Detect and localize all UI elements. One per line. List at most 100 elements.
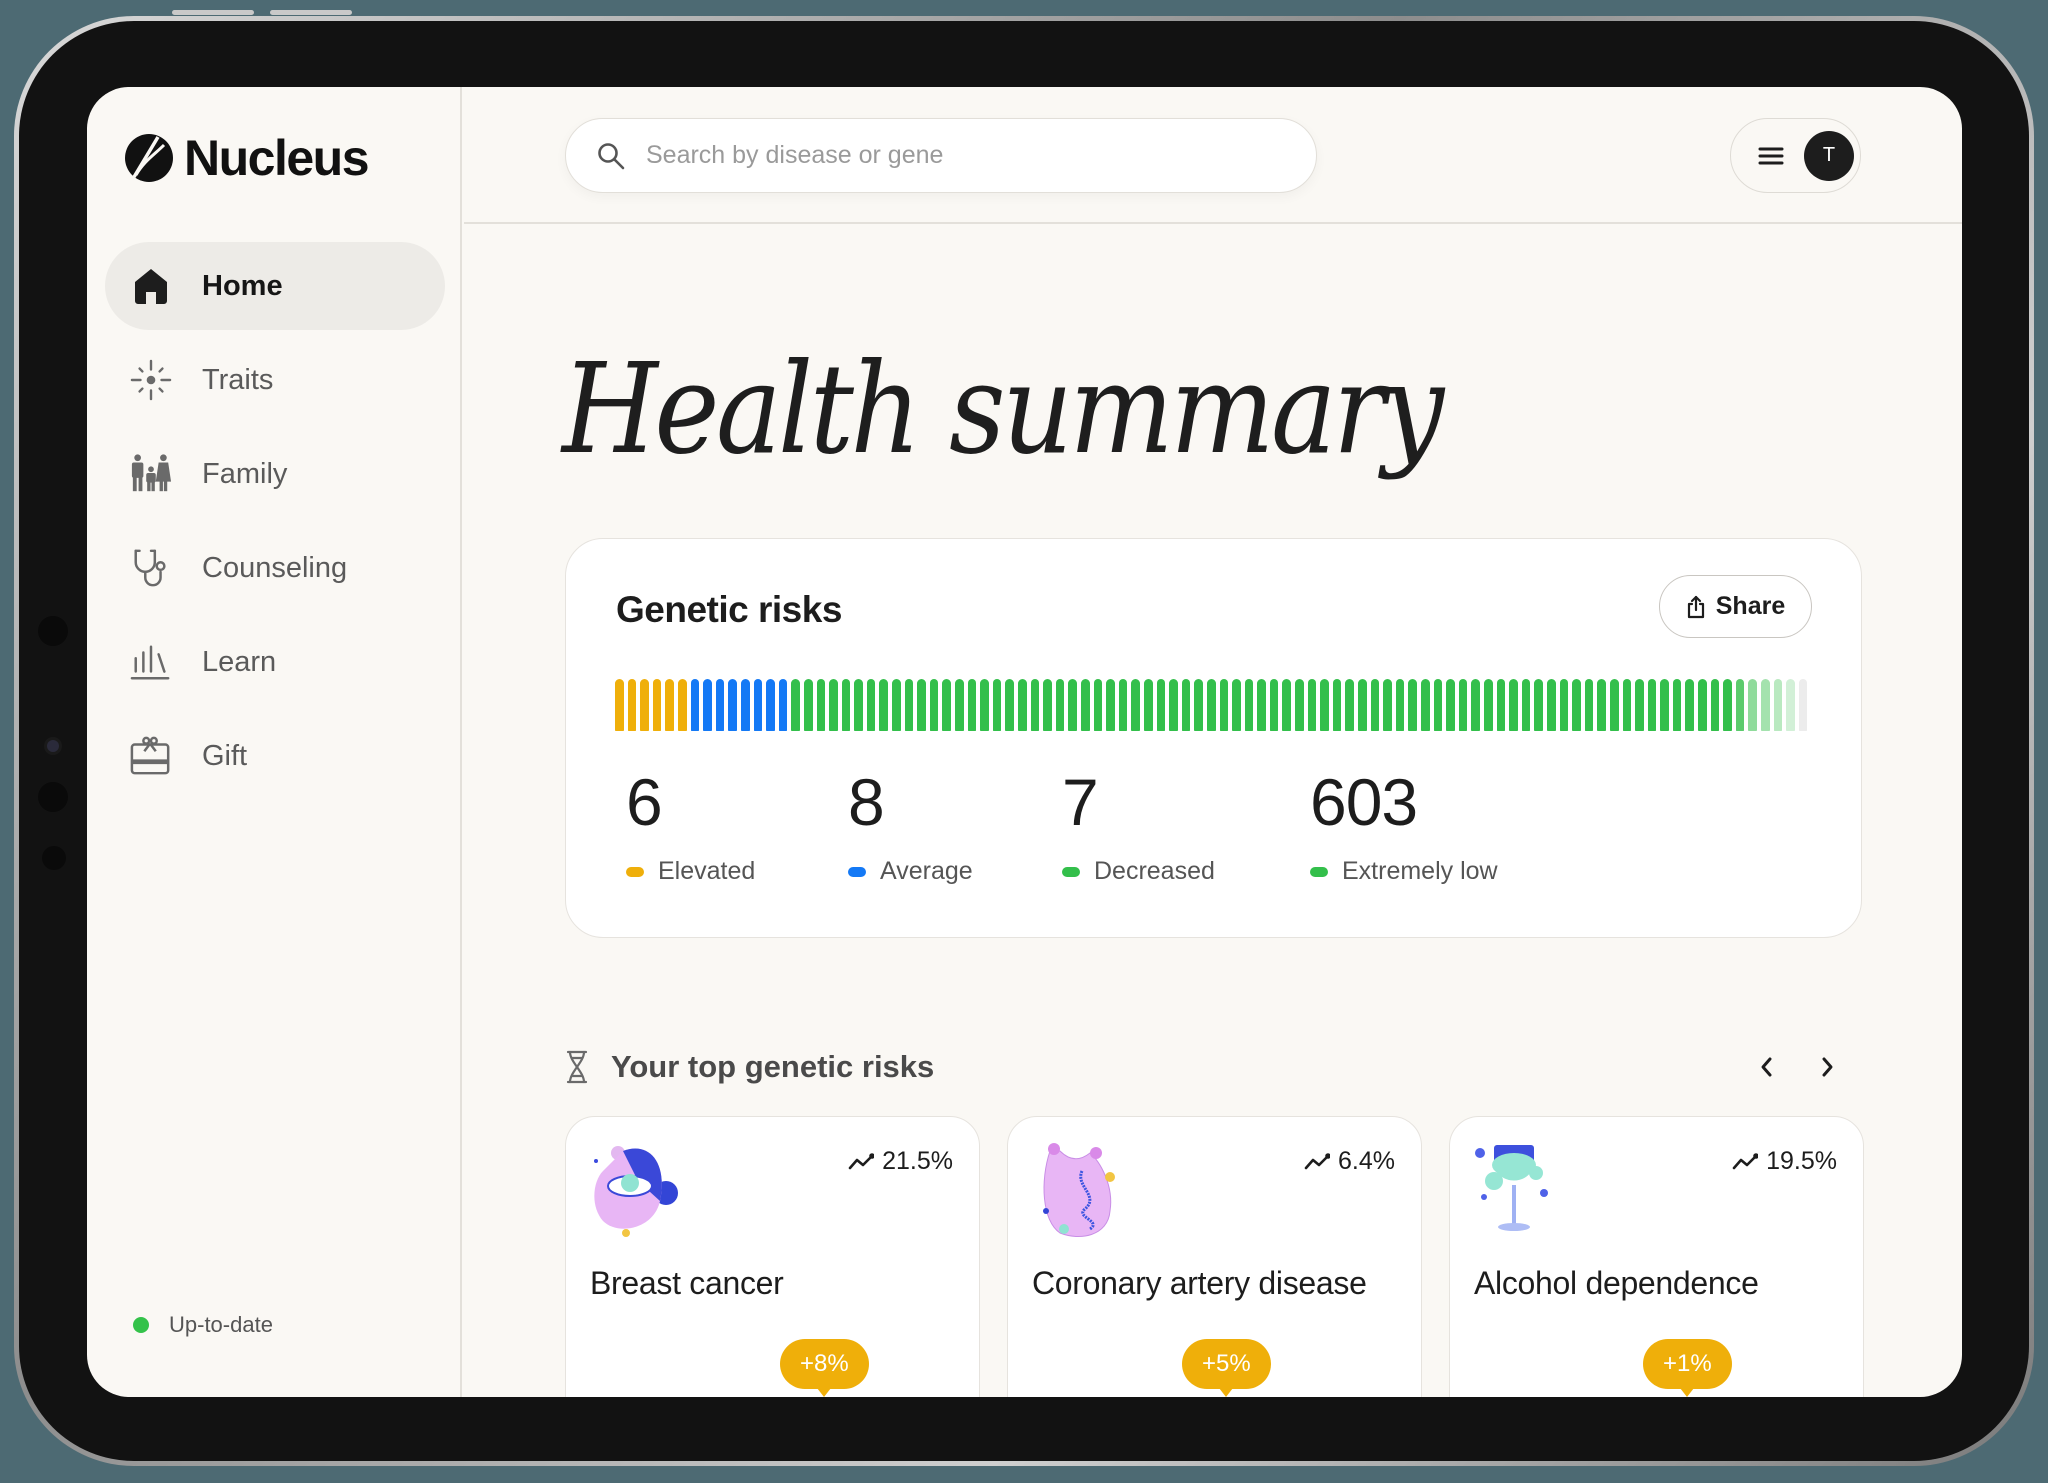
risk-bar-segment [1735, 679, 1745, 731]
risk-bar-segment [1433, 679, 1443, 731]
sensor-dot [38, 782, 68, 812]
sidebar-item-learn[interactable]: Learn [105, 618, 445, 706]
legend-dot-icon [1062, 866, 1080, 877]
stat-elevated[interactable]: 6 Elevated [626, 769, 848, 886]
volume-button [270, 10, 352, 15]
gift-icon [130, 735, 172, 777]
top-header: T [464, 87, 1962, 224]
tablet-frame: Nucleus Home [14, 10, 2034, 1466]
top-risks-header: Your top genetic risks [565, 1049, 934, 1085]
risk-bar-segment [892, 679, 901, 731]
risk-bar-segment [1458, 679, 1468, 731]
risk-bar-segment [1093, 679, 1103, 731]
stat-extremely-low[interactable]: 603 Extremely low [1310, 769, 1570, 886]
risk-bar-segment [1748, 679, 1758, 731]
risk-bar-segment [1307, 679, 1317, 731]
risk-bar-segment [690, 679, 700, 731]
risk-card-breast-cancer[interactable]: 21.5% Breast cancer +8% [565, 1116, 980, 1397]
volume-button [172, 10, 254, 15]
trend-up-icon [1732, 1152, 1759, 1169]
risk-bar-segment [1421, 679, 1430, 731]
status-label: Up-to-date [169, 1312, 273, 1337]
risk-bar-segment [677, 679, 687, 731]
risk-bar-segment [1710, 679, 1720, 731]
risk-bar-segment [1408, 679, 1417, 731]
risk-bar-segment [1483, 679, 1493, 731]
risk-bar-segment [1131, 679, 1140, 731]
risk-name: Alcohol dependence [1474, 1265, 1759, 1301]
risk-bar-segment [816, 679, 826, 731]
risk-bar-segment [753, 679, 763, 731]
risk-bar-segment [1219, 679, 1229, 731]
risk-bar-segment [929, 679, 939, 731]
risk-bar-segment [967, 679, 977, 731]
risk-bar-segment [1609, 679, 1619, 731]
share-button[interactable]: Share [1659, 575, 1812, 638]
risk-bar-segment [1030, 679, 1040, 731]
stat-decreased[interactable]: 7 Decreased [1062, 769, 1310, 886]
hamburger-icon [1758, 147, 1784, 164]
risk-card-alcohol-dependence[interactable]: 19.5% Alcohol dependence +1% [1449, 1116, 1864, 1397]
carousel-nav [1750, 1047, 1844, 1087]
risk-bar-segment [803, 679, 813, 731]
prev-button[interactable] [1750, 1047, 1782, 1087]
risk-bar-segment [640, 679, 649, 731]
genetic-risks-card: Genetic risks Share 6 Elevated 8 Avera [565, 538, 1862, 938]
logo[interactable]: Nucleus [124, 129, 370, 187]
family-icon [130, 453, 172, 495]
risk-bar-segment [715, 679, 725, 731]
sidebar-item-gift[interactable]: Gift [105, 712, 445, 800]
trend-up-icon [1304, 1152, 1331, 1169]
risk-bar-segment [1143, 679, 1153, 731]
risk-bar-segment [766, 679, 775, 731]
sidebar-item-counseling[interactable]: Counseling [105, 524, 445, 612]
search-bar[interactable] [565, 118, 1317, 193]
risk-bar-segment [1698, 679, 1707, 731]
learn-icon [130, 641, 172, 683]
stethoscope-icon [130, 547, 172, 589]
risk-bar-segment [1635, 679, 1644, 731]
risk-bar-segment [1269, 679, 1279, 731]
legend-dot-icon [848, 866, 866, 877]
risk-bar-segment [1685, 679, 1695, 731]
risk-bar-segment [1043, 679, 1052, 731]
sidebar-item-family[interactable]: Family [105, 430, 445, 518]
search-input[interactable] [646, 141, 1246, 170]
risk-bar-segment [703, 679, 712, 731]
next-button[interactable] [1812, 1047, 1844, 1087]
avatar[interactable]: T [1804, 130, 1854, 181]
risk-percentage: 19.5% [1766, 1147, 1837, 1175]
risk-delta-badge: +1% [1643, 1339, 1732, 1389]
app-screen: Nucleus Home [87, 87, 1962, 1397]
risk-bar-segment [1534, 679, 1543, 731]
sidebar-item-traits[interactable]: Traits [105, 336, 445, 424]
stat-label: Average [880, 857, 973, 885]
risk-card-coronary-artery-disease[interactable]: 6.4% Coronary artery disease +5% [1007, 1116, 1422, 1397]
sidebar-item-label: Home [202, 269, 283, 302]
risk-bar-segment [1106, 679, 1115, 731]
risk-bar-segment [854, 679, 863, 731]
stat-average[interactable]: 8 Average [848, 769, 1062, 886]
risk-bar-segment [1660, 679, 1669, 731]
app-name: Nucleus [184, 130, 370, 186]
risk-bar-segment [1018, 679, 1027, 731]
camera-icon [47, 740, 59, 752]
risk-bar-segment [615, 679, 624, 731]
risk-bar-segment [829, 679, 838, 731]
sidebar-item-home[interactable]: Home [105, 242, 445, 330]
risk-bar-segment [1559, 679, 1569, 731]
stat-label: Extremely low [1342, 857, 1498, 885]
risk-bar-segment [1295, 679, 1304, 731]
risk-trend: 19.5% [1732, 1147, 1837, 1176]
account-menu-button[interactable]: T [1730, 118, 1861, 193]
risk-bar-segment [1282, 679, 1292, 731]
risk-bar-segment [1068, 679, 1077, 731]
page-title: Health summary [562, 337, 1444, 482]
sidebar-item-label: Counseling [202, 551, 348, 584]
sidebar-nav: Home Traits [105, 242, 445, 806]
risk-bar-segment [980, 679, 989, 731]
risk-bar-segment [1370, 679, 1380, 731]
risk-bar-segment [791, 679, 800, 731]
risk-bar-segment [1773, 679, 1783, 731]
risk-bar-segment [1672, 679, 1682, 731]
